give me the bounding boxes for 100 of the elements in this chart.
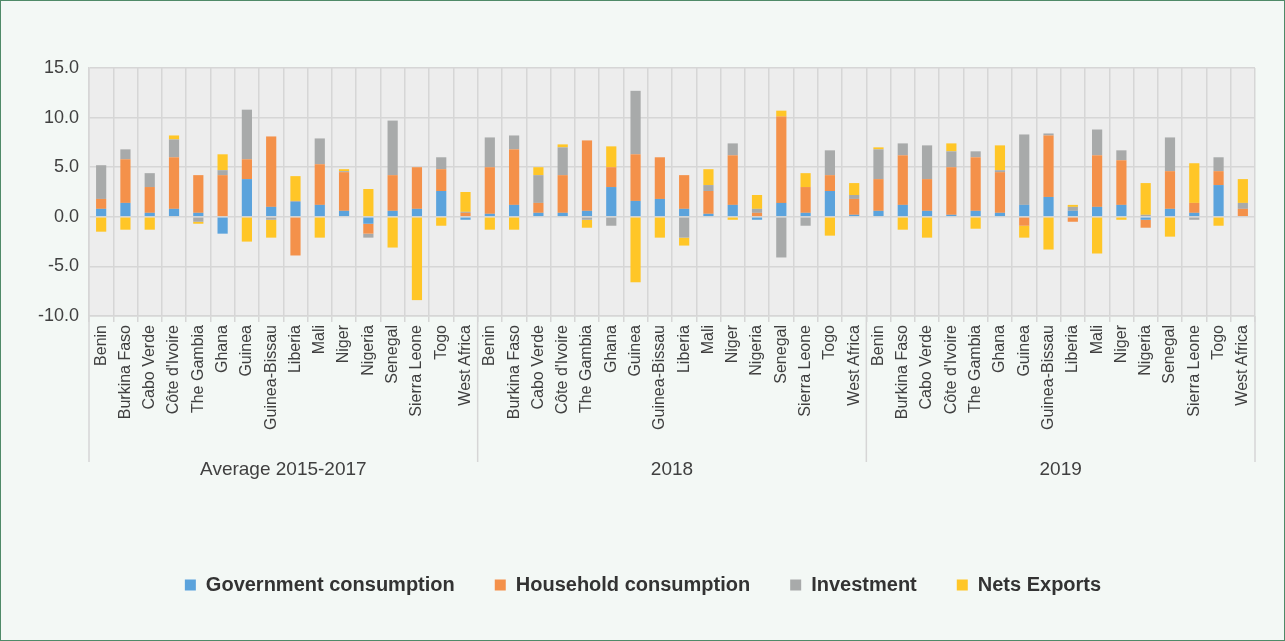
- bar: [1189, 212, 1200, 217]
- x-tick-label: Guinea-Bissau: [650, 325, 668, 430]
- y-tick-label: -10.0: [37, 304, 79, 325]
- bar: [630, 217, 641, 283]
- bar: [1092, 129, 1103, 156]
- bar: [946, 143, 957, 152]
- bar: [824, 191, 835, 217]
- bar: [436, 169, 447, 192]
- bar: [193, 175, 204, 213]
- bar: [994, 145, 1006, 171]
- x-tick-label: Niger: [723, 324, 741, 364]
- bar: [727, 143, 738, 156]
- x-tick-label: Cabo Verde: [140, 324, 158, 410]
- bar: [1164, 171, 1176, 209]
- bar: [266, 136, 277, 207]
- bar: [800, 217, 811, 226]
- text: 2019: [1039, 458, 1082, 480]
- bar: [1164, 217, 1176, 237]
- bar: [193, 212, 204, 217]
- bar: [1067, 210, 1078, 217]
- bar: [241, 179, 252, 217]
- bar: [654, 217, 665, 238]
- bar: [266, 206, 277, 217]
- x-tick-label: Nigeria: [747, 324, 765, 376]
- bar: [970, 151, 981, 158]
- bar: [484, 167, 495, 214]
- bar: [727, 204, 738, 217]
- bar: [557, 175, 568, 213]
- x-tick-label: Burkina Faso: [893, 324, 911, 420]
- bar: [1043, 217, 1054, 250]
- bar: [314, 204, 325, 217]
- x-tick-label: Senegal: [771, 325, 789, 384]
- bar: [144, 212, 155, 217]
- bar: [1067, 217, 1078, 222]
- bar: [96, 217, 107, 232]
- bar: [776, 217, 787, 258]
- bar: [654, 198, 665, 217]
- bar: [703, 169, 714, 186]
- bar: [1164, 208, 1176, 217]
- x-tick-label: West Africa: [844, 324, 862, 406]
- bar: [630, 90, 641, 155]
- bar: [290, 217, 301, 256]
- bar: [144, 173, 155, 188]
- bar: [460, 212, 471, 217]
- x-tick-label: Cabo Verde: [528, 324, 546, 410]
- bar: [363, 217, 374, 224]
- bar: [363, 223, 374, 234]
- bar: [1092, 217, 1103, 254]
- x-tick-label: Niger: [1111, 324, 1129, 364]
- bar: [1140, 183, 1151, 215]
- bar: [460, 217, 471, 220]
- bar: [1019, 134, 1030, 205]
- bar: [824, 175, 835, 192]
- x-tick-label: Sierra Leone: [1184, 324, 1202, 417]
- bar: [120, 217, 131, 230]
- x-tick-label: Togo: [820, 324, 838, 360]
- bar: [96, 208, 107, 217]
- y-tick-label: -5.0: [47, 255, 79, 276]
- bar: [436, 217, 447, 226]
- bar: [533, 167, 544, 176]
- bar: [630, 154, 641, 201]
- bar: [411, 217, 423, 301]
- bar: [897, 217, 908, 230]
- bar: [1213, 157, 1224, 172]
- bar: [338, 210, 350, 217]
- bar: [800, 187, 811, 213]
- x-tick-label: Benin: [91, 325, 109, 366]
- bar: [120, 149, 131, 160]
- bar: [1237, 179, 1248, 203]
- bar: [363, 233, 374, 238]
- x-tick-label: Liberia: [1063, 324, 1081, 374]
- bar: [751, 212, 763, 217]
- text: 2018: [650, 458, 694, 480]
- bar: [921, 145, 933, 180]
- bar: [1213, 185, 1224, 217]
- x-tick-label: Burkina Faso: [115, 324, 133, 420]
- bar: [727, 155, 738, 205]
- bar: [387, 120, 398, 176]
- x-tick-label: Ghana: [213, 324, 231, 374]
- bar: [411, 208, 423, 217]
- bar: [363, 189, 374, 217]
- bar: [338, 172, 350, 211]
- x-tick-label: Togo: [431, 324, 449, 360]
- bar: [703, 191, 714, 214]
- bar: [824, 217, 835, 236]
- bar: [314, 164, 325, 205]
- bar: [800, 173, 811, 188]
- bar: [266, 219, 277, 238]
- bar: [921, 210, 933, 217]
- bar: [484, 217, 495, 230]
- x-tick-label: Togo: [1208, 324, 1226, 360]
- bar: [970, 217, 981, 229]
- bar: [509, 135, 520, 150]
- bar: [1116, 160, 1127, 205]
- bar: [1043, 196, 1054, 217]
- bar: [776, 116, 787, 203]
- bar: [290, 176, 301, 201]
- text: Average 2015-2017: [200, 458, 367, 480]
- bar: [533, 212, 544, 217]
- bar: [557, 144, 568, 148]
